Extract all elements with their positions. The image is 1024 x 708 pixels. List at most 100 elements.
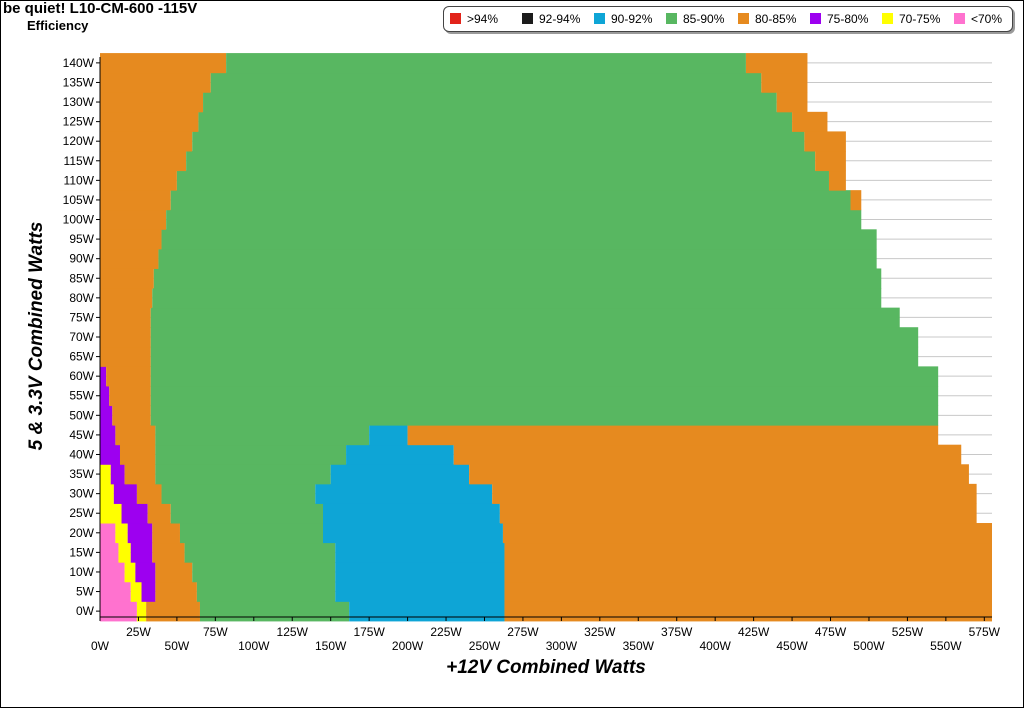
- x-tick-label: 450W: [776, 639, 808, 653]
- x-tick-label: 0W: [91, 639, 110, 653]
- heatmap-cell: [335, 581, 505, 602]
- heatmap-cell: [100, 464, 111, 485]
- legend-label: >94%: [467, 12, 499, 26]
- x-tick-label: 175W: [353, 625, 385, 639]
- heatmap-cell: [453, 444, 962, 465]
- x-tick-label: 425W: [738, 625, 770, 639]
- heatmap-cell: [330, 464, 470, 485]
- y-tick-label: 100W: [63, 213, 95, 227]
- heatmap-cell: [113, 483, 137, 504]
- y-tick-label: 105W: [63, 193, 95, 207]
- heatmap-cell: [815, 150, 846, 172]
- legend: >94% 92-94% 90-92% 85-90% 80-85% 75-80% 70-75%…: [443, 6, 1013, 32]
- heatmap-cell: [124, 464, 156, 485]
- heatmap-cell: [100, 307, 151, 328]
- legend-item-0: >94%: [450, 12, 498, 26]
- y-tick-label: 15W: [69, 545, 94, 559]
- heatmap-cell: [346, 444, 454, 465]
- x-axis-title: +12V Combined Watts: [446, 657, 646, 678]
- y-tick-label: 60W: [69, 369, 94, 383]
- heatmap-cell: [761, 72, 808, 93]
- heatmap-cell: [100, 150, 187, 172]
- heatmap-cell: [161, 483, 316, 504]
- heatmap-cell: [112, 405, 151, 426]
- heatmap-cell: [196, 581, 336, 602]
- heatmap-cell: [147, 503, 171, 524]
- heatmap-cell: [499, 503, 977, 524]
- heatmap-cell: [100, 131, 193, 152]
- heatmap-cell: [407, 425, 939, 446]
- heatmap-cell: [130, 542, 153, 563]
- x-tick-label: 400W: [699, 639, 731, 653]
- heatmap-cell: [335, 562, 505, 583]
- y-tick-label: 125W: [63, 115, 95, 129]
- heatmap-cell: [323, 503, 500, 524]
- legend-swatch: [450, 13, 461, 24]
- y-tick-label: 40W: [69, 447, 94, 461]
- x-tick-label: 150W: [315, 639, 347, 653]
- heatmap-cell: [100, 385, 110, 407]
- x-tick-label: 200W: [392, 639, 424, 653]
- legend-item-4: 80-85%: [738, 12, 796, 26]
- heatmap-cell: [152, 523, 180, 544]
- heatmap-cell: [226, 53, 746, 74]
- y-tick-label: 35W: [69, 467, 94, 481]
- heatmap-cell: [109, 385, 151, 407]
- y-tick-label: 115W: [64, 154, 95, 168]
- y-tick-label: 0W: [76, 604, 95, 618]
- heatmap-cell: [203, 92, 777, 113]
- heatmap-cell: [141, 581, 156, 602]
- legend-item-7: <70%: [954, 12, 1002, 26]
- heatmap-cell: [504, 562, 992, 583]
- heatmap-cell: [155, 425, 370, 446]
- x-tick-label: 100W: [238, 639, 270, 653]
- heatmap-cell: [210, 72, 762, 93]
- heatmap-cell: [369, 425, 408, 446]
- heatmap-cell: [155, 562, 193, 583]
- legend-item-3: 85-90%: [666, 12, 724, 26]
- x-tick-label: 475W: [815, 625, 847, 639]
- heatmap-cell: [158, 248, 877, 269]
- y-tick-label: 95W: [69, 232, 94, 246]
- heatmap-cell: [150, 366, 939, 387]
- heatmap-cell: [170, 190, 851, 211]
- y-tick-label: 20W: [69, 526, 94, 540]
- x-tick-label: 350W: [623, 639, 655, 653]
- heatmap-cell: [100, 209, 167, 230]
- y-tick-label: 110W: [64, 173, 95, 187]
- x-tick-label: 500W: [853, 639, 885, 653]
- y-tick-label: 140W: [63, 56, 95, 70]
- heatmap-cell: [504, 601, 992, 622]
- heatmap-cell: [100, 483, 114, 504]
- heatmap-cell: [155, 464, 331, 485]
- heatmap-cell: [100, 405, 113, 426]
- heatmap-cell: [106, 366, 151, 387]
- y-tick-label: 75W: [69, 310, 94, 324]
- heatmap-cell: [161, 229, 877, 250]
- heatmap-cell: [199, 601, 350, 622]
- heatmap-cell: [100, 562, 125, 583]
- heatmap-cell: [100, 581, 131, 602]
- heatmap-cell: [135, 562, 156, 583]
- legend-swatch: [882, 13, 893, 24]
- heatmap-cell: [155, 581, 197, 602]
- heatmap-cell: [124, 562, 136, 583]
- heatmap-cell: [100, 170, 177, 191]
- legend-label: 80-85%: [755, 12, 797, 26]
- legend-label: 92-94%: [539, 12, 581, 26]
- legend-swatch: [666, 13, 677, 24]
- heatmap-cell: [792, 111, 828, 132]
- x-tick-label: 125W: [277, 625, 309, 639]
- heatmap-cell: [152, 542, 185, 563]
- x-tick-label: 300W: [546, 639, 578, 653]
- legend-item-1: 92-94%: [522, 12, 580, 26]
- heatmap-cell: [504, 542, 992, 563]
- heatmap-cell: [100, 229, 162, 250]
- x-tick-label: 50W: [165, 639, 190, 653]
- heatmap-cell: [349, 601, 505, 622]
- heatmap-cell: [153, 268, 882, 289]
- x-tick-label: 550W: [930, 639, 962, 653]
- heatmap-cell: [198, 111, 793, 132]
- heatmap-cell: [152, 288, 882, 309]
- legend-swatch: [738, 13, 749, 24]
